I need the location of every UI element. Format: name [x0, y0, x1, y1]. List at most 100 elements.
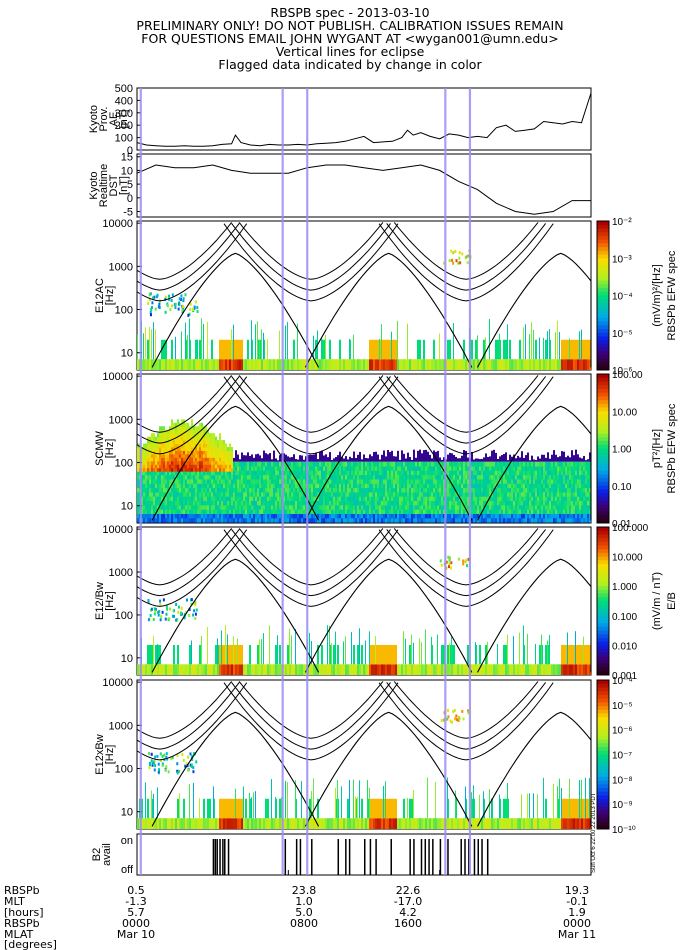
- scmw-cell: [565, 474, 567, 480]
- scmw-cell: [549, 458, 551, 462]
- scmw-cell: [467, 496, 469, 502]
- scmw-colorbar-cell: [597, 496, 609, 502]
- scmw-cell: [441, 483, 443, 489]
- scmw-cell: [403, 509, 405, 514]
- scmw-cell: [271, 483, 273, 489]
- scmw-cell: [323, 478, 325, 484]
- scmw-cell: [409, 461, 411, 467]
- scmw-cell: [195, 460, 197, 465]
- e12bw-cell: [443, 664, 445, 675]
- e12bw-cell: [263, 664, 265, 675]
- scmw-cell: [387, 491, 389, 497]
- scmw-cell: [265, 453, 267, 462]
- e12bw-cell: [181, 664, 183, 675]
- scmw-cell: [531, 465, 533, 471]
- scmw-cell: [399, 465, 401, 471]
- scmw-cell: [315, 509, 317, 514]
- scmw-cell: [565, 509, 567, 514]
- scmw-cell: [389, 470, 391, 476]
- scmw-cell: [269, 478, 271, 484]
- scmw-cell: [429, 474, 431, 480]
- scmw-cell: [339, 509, 341, 514]
- scmw-cell: [541, 470, 543, 476]
- scmw-cell: [359, 504, 361, 510]
- scmw-cell: [335, 474, 337, 480]
- scmw-cell: [251, 496, 253, 502]
- e12bw-cell: [189, 644, 191, 665]
- scmw-cell: [549, 470, 551, 476]
- scmw-cell: [399, 474, 401, 480]
- scmw-cell: [143, 453, 145, 458]
- e12ac-cell: [165, 339, 167, 360]
- scmw-cell: [355, 461, 357, 467]
- scmw-cell: [357, 470, 359, 476]
- e12bw-cell: [143, 664, 145, 675]
- scmw-cell: [291, 496, 293, 502]
- scmw-cell: [235, 509, 237, 514]
- scmw-cell: [399, 459, 401, 462]
- scmw-cell: [321, 496, 323, 502]
- scmw-cell: [275, 513, 277, 519]
- scmw-cell: [213, 443, 215, 448]
- scmw-cell: [237, 483, 239, 489]
- scmw-cell: [443, 483, 445, 489]
- e12bw-cell: [417, 664, 419, 675]
- scmw-cell: [297, 513, 299, 519]
- scmw-cell: [569, 513, 571, 519]
- scmw-cell: [241, 500, 243, 506]
- scmw-cell: [547, 474, 549, 480]
- scmw-cell: [467, 461, 469, 467]
- ae-series-line: [136, 92, 592, 147]
- scmw-cell: [457, 496, 459, 502]
- scmw-cell: [137, 500, 139, 506]
- scmw-cell: [381, 496, 383, 502]
- scmw-cell: [507, 474, 509, 480]
- e12bw-cell: [207, 627, 208, 665]
- scmw-cell: [541, 504, 543, 510]
- scmw-cell: [533, 500, 535, 506]
- scmw-cell: [409, 465, 411, 471]
- scmw-cell: [177, 440, 179, 445]
- scmw-cell: [143, 464, 145, 469]
- scmw-cell: [289, 465, 291, 471]
- scmw-cell: [141, 517, 143, 523]
- e12ac-cell: [151, 329, 152, 360]
- scmw-cell: [301, 461, 303, 467]
- scmw-cell: [555, 513, 557, 519]
- scmw-cell: [167, 436, 169, 441]
- scmw-cell: [239, 504, 241, 510]
- e12bw-cell: [451, 664, 453, 675]
- scmw-cell: [545, 478, 547, 484]
- scmw-cell: [177, 487, 179, 493]
- scmw-cell: [203, 450, 205, 455]
- e12bw-cell: [373, 644, 375, 665]
- scmw-cell: [193, 433, 195, 438]
- scmw-cell: [161, 467, 163, 472]
- scmw-cell: [149, 509, 151, 514]
- scmw-cell: [183, 419, 185, 424]
- e12ac-cell: [461, 359, 463, 370]
- scmw-cell: [511, 504, 513, 510]
- e12ac-cell: [563, 339, 565, 360]
- scmw-cell: [343, 500, 345, 506]
- scmw-cell: [417, 461, 419, 467]
- e12bw-cell: [309, 632, 310, 665]
- scmw-cell: [159, 504, 161, 510]
- scmw-cell: [181, 464, 183, 469]
- scmw-cell: [327, 491, 329, 497]
- scmw-cell: [387, 504, 389, 510]
- scmw-cell: [145, 470, 147, 476]
- e12bw-cell: [305, 664, 307, 675]
- scmw-cell: [233, 509, 235, 514]
- scmw-cell: [211, 483, 213, 489]
- e12bw-cell: [441, 644, 443, 665]
- scmw-cell: [473, 496, 475, 502]
- scmw-cell: [295, 517, 297, 523]
- scmw-cell: [375, 500, 377, 506]
- scmw-cell: [573, 496, 575, 502]
- scmw-cell: [259, 474, 261, 480]
- scmw-cell: [201, 467, 203, 472]
- scmw-cell: [187, 496, 189, 502]
- scmw-cell: [485, 504, 487, 510]
- scmw-cell: [537, 474, 539, 480]
